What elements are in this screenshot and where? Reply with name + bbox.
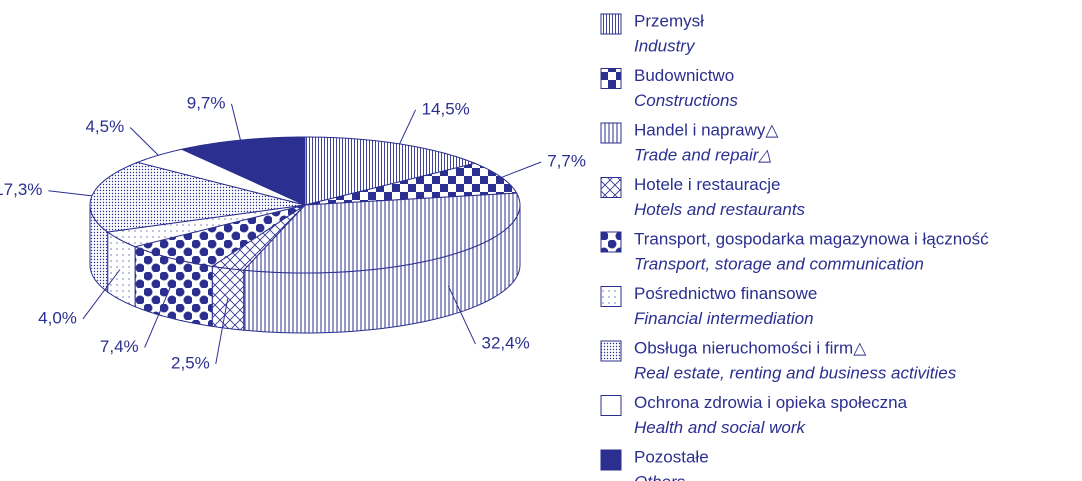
value-label: 9,7%	[187, 93, 226, 112]
value-label: 14,5%	[422, 99, 470, 118]
value-label: 7,7%	[547, 151, 586, 170]
legend-swatch	[600, 177, 622, 198]
legend-swatch	[600, 231, 622, 253]
slice	[210, 204, 306, 271]
legend-label-en: Industry	[634, 36, 696, 55]
legend-swatch	[600, 122, 622, 144]
leader-line	[231, 103, 241, 141]
legend-label: Budownictwo	[634, 66, 734, 85]
leader-line	[215, 298, 229, 365]
slice	[89, 161, 306, 233]
legend-label-en: Health and social work	[634, 418, 807, 437]
legend-label: Ochrona zdrowia i opieka społeczna	[634, 393, 908, 412]
legend-swatch	[600, 13, 622, 35]
legend-swatch	[600, 68, 622, 89]
leader-line	[129, 127, 159, 156]
legend-swatch	[600, 449, 622, 471]
slice	[133, 204, 306, 267]
legend-label: Pośrednictwo finansowe	[634, 284, 817, 303]
value-label: 7,4%	[100, 337, 139, 356]
legend-label-en: Hotels and restaurants	[634, 200, 806, 219]
leader-line	[501, 161, 542, 178]
leader-line	[399, 109, 417, 145]
leader-line	[144, 287, 171, 348]
value-label: 4,0%	[38, 308, 77, 327]
legend-label: Handel i naprawy△	[634, 120, 779, 139]
slice	[242, 192, 521, 274]
legend-label: Transport, gospodarka magazynowa i łączn…	[634, 229, 989, 248]
legend-swatch	[600, 395, 622, 416]
value-label: 2,5%	[171, 353, 210, 372]
legend-label: Pozostałe	[634, 447, 709, 466]
slice	[304, 162, 518, 206]
legend-label: Obsługa nieruchomości i firm△	[634, 338, 867, 357]
slice-side	[211, 265, 245, 331]
legend-label: Przemysł	[634, 11, 704, 30]
legend-label-en: Others	[634, 472, 686, 481]
leader-line	[82, 269, 121, 320]
value-label: 32,4%	[481, 334, 529, 353]
slice	[136, 148, 306, 206]
legend-label-en: Real estate, renting and business activi…	[634, 363, 957, 382]
leader-line	[48, 190, 93, 197]
legend-label-en: Financial intermediation	[634, 309, 814, 328]
value-label: 17,3%	[0, 180, 42, 199]
legend-label-en: Trade and repair△	[634, 145, 772, 164]
legend-label: Hotele i restauracje	[634, 175, 780, 194]
legend-label-en: Constructions	[634, 91, 738, 110]
legend-label-en: Transport, storage and communication	[634, 254, 924, 273]
legend-swatch	[600, 340, 622, 362]
legend-swatch	[600, 286, 622, 307]
slice	[106, 204, 306, 248]
leader-line	[447, 285, 476, 345]
value-label: 4,5%	[85, 117, 124, 136]
